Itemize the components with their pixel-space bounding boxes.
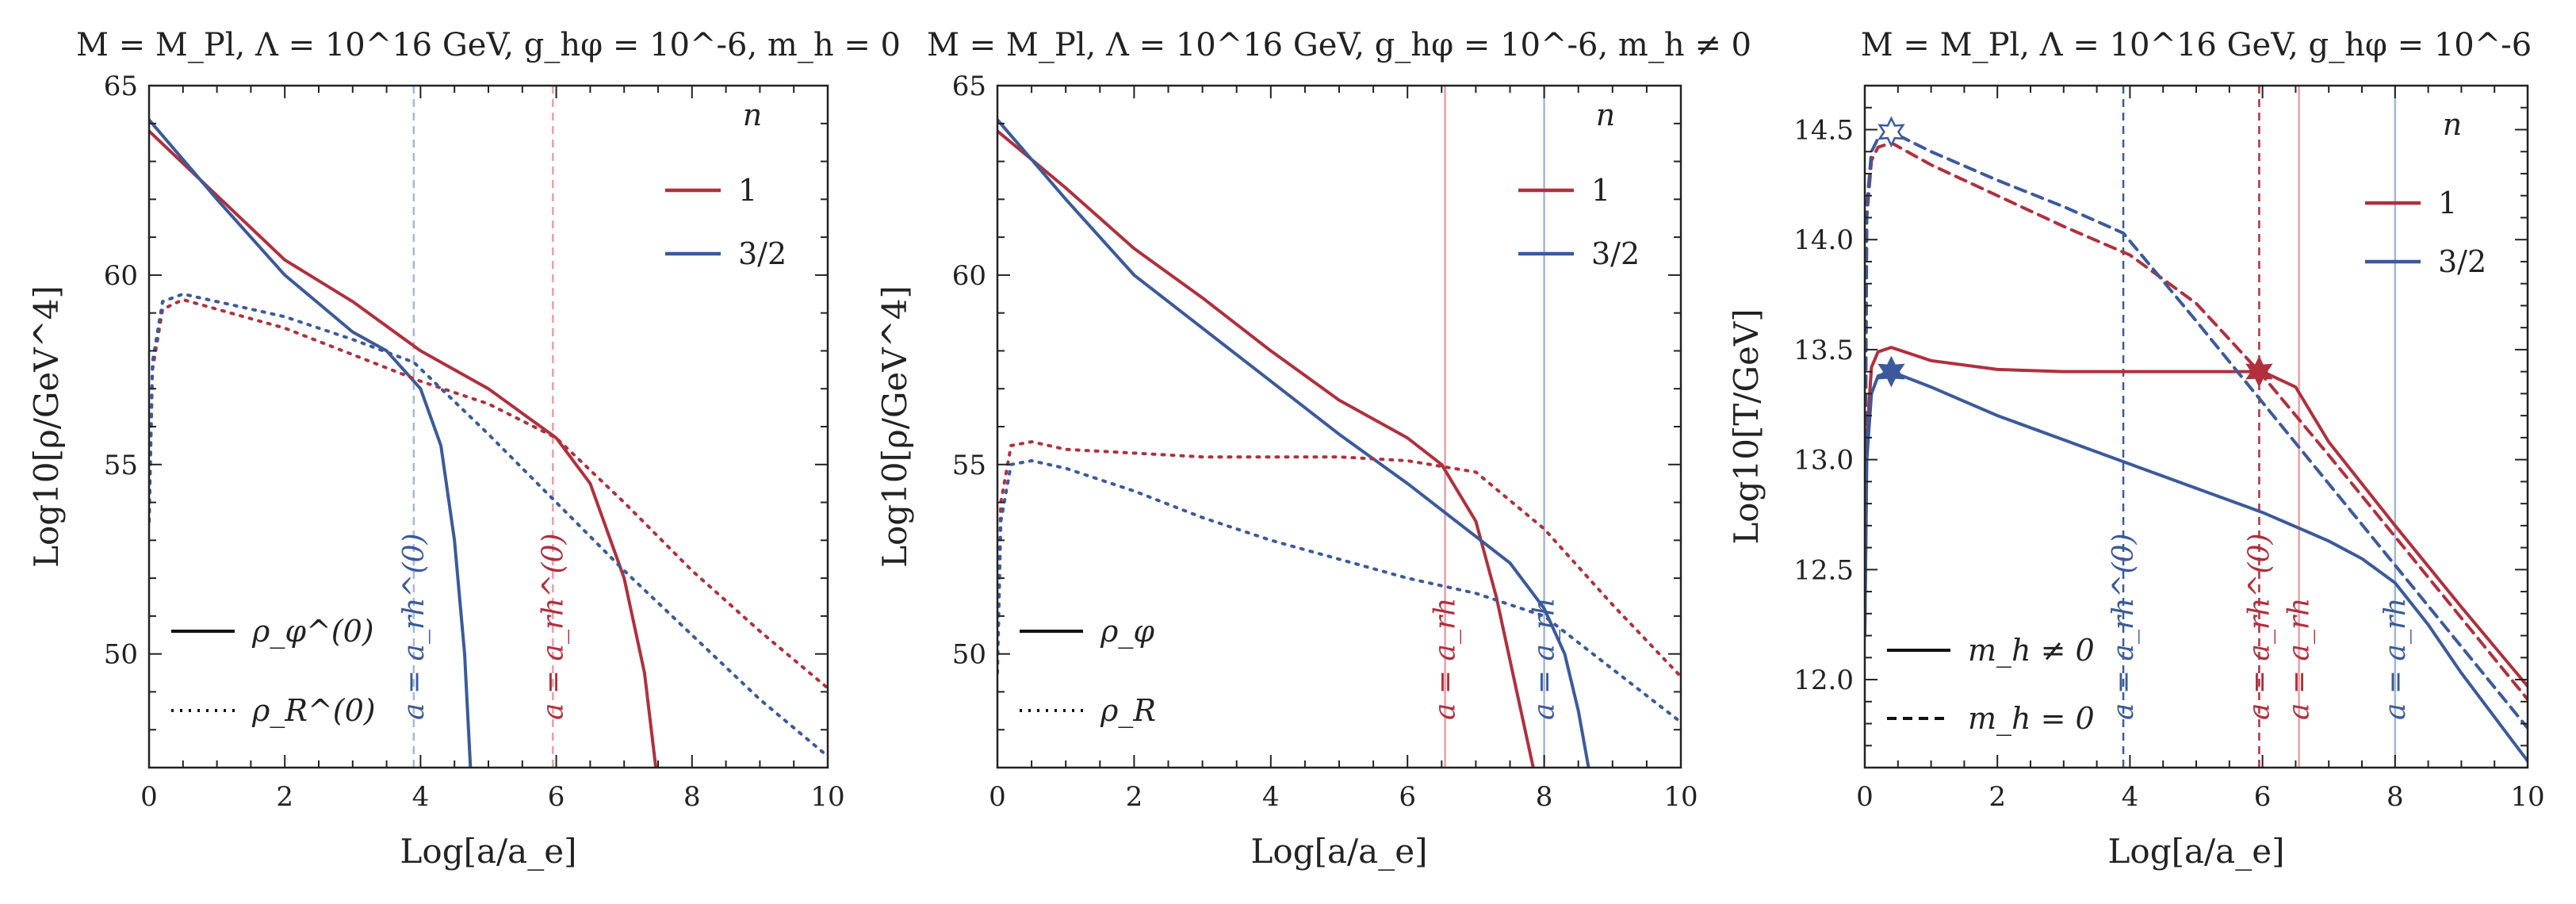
panel-rho-mh-zero: M = M_Pl, Λ = 10^16 GeV, g_hφ = 10^-6, m… (27, 27, 901, 871)
x-tick-label: 8 (2387, 781, 2404, 813)
x-tick-label: 10 (810, 781, 844, 813)
y-tick-label: 60 (104, 260, 138, 292)
series-line (149, 292, 828, 758)
series-line (1865, 141, 2528, 701)
reheating-lines (1444, 86, 1545, 768)
series-line (149, 297, 828, 690)
x-tick-label: 4 (1262, 781, 1280, 813)
panel-title: M = M_Pl, Λ = 10^16 GeV, g_hφ = 10^-6, m… (927, 27, 1751, 63)
reheating-label: a = a_rh^(0) (398, 533, 431, 720)
reheating-lines (412, 86, 554, 768)
series-line (149, 118, 473, 768)
star-marker (1877, 116, 1905, 148)
panel-temperature: M = M_Pl, Λ = 10^16 GeV, g_hφ = 10^-6 a =… (1727, 27, 2545, 871)
axes-frame (996, 84, 1682, 769)
x-tick-label: 10 (1663, 781, 1698, 813)
x-tick-label: 0 (989, 781, 1006, 813)
reheating-label: a = a_rh (2283, 598, 2316, 720)
y-tick-label: 50 (952, 639, 986, 671)
series-line (1865, 130, 2528, 730)
x-tick-label: 6 (1399, 781, 1416, 813)
reheating-label: a = a_rh (1529, 598, 1561, 720)
y-tick-label: 50 (104, 639, 138, 671)
series-line (997, 440, 1681, 679)
star-marker (2245, 355, 2273, 388)
x-tick-label: 2 (1988, 781, 2006, 813)
style-legend-label: ρ_R^(0) (251, 693, 376, 729)
panel-title: M = M_Pl, Λ = 10^16 GeV, g_hφ = 10^-6 (1861, 27, 2532, 63)
y-tick-label: 65 (104, 71, 138, 102)
series-line (1865, 370, 2528, 763)
legend-label: 3/2 (2438, 244, 2486, 279)
axes-frame (147, 84, 829, 769)
x-axis-label: Log[a/a_e] (400, 832, 577, 871)
legend-label: 1 (1591, 173, 1610, 208)
x-tick-label: 6 (548, 781, 565, 813)
x-tick-label: 4 (412, 781, 430, 813)
reheating-label: a = a_rh^(0) (2243, 533, 2276, 720)
x-axis-label: Log[a/a_e] (2108, 832, 2285, 871)
axes-frame (1863, 84, 2529, 769)
y-tick-label: 55 (104, 450, 138, 481)
style-legend-label: ρ_φ (1100, 614, 1154, 649)
style-legend-label: ρ_R (1100, 693, 1156, 729)
legend-label: 3/2 (738, 236, 787, 271)
y-tick-label: 55 (952, 450, 986, 481)
y-tick-label: 13.5 (1793, 335, 1854, 366)
x-tick-label: 8 (1536, 781, 1553, 813)
legend-title: n (2443, 107, 2462, 142)
series-group (1865, 130, 2528, 763)
style-legend-label: ρ_φ^(0) (251, 614, 374, 649)
legend-label: 1 (2438, 186, 2457, 220)
y-tick-label: 65 (952, 71, 986, 102)
x-tick-label: 4 (2122, 781, 2139, 813)
x-tick-label: 0 (1856, 781, 1874, 813)
x-tick-label: 2 (276, 781, 293, 813)
reheating-lines (2122, 86, 2397, 768)
y-tick-label: 13.0 (1793, 445, 1854, 477)
y-tick-label: 12.0 (1793, 665, 1854, 696)
legend-label: 3/2 (1591, 236, 1640, 271)
x-axis-label: Log[a/a_e] (1251, 832, 1428, 871)
reheating-label: a = a_rh^(0) (2107, 533, 2140, 720)
style-legend-label: m_h = 0 (1968, 701, 2095, 737)
series-line (997, 118, 1590, 768)
series-line (997, 459, 1681, 724)
reheating-label: a = a_rh (2379, 598, 2412, 720)
reheating-label: a = a_rh^(0) (537, 533, 569, 720)
x-tick-label: 8 (683, 781, 701, 813)
y-tick-label: 12.5 (1793, 554, 1854, 586)
legend-title: n (1596, 98, 1615, 132)
panel-rho-mh-nonzero: M = M_Pl, Λ = 10^16 GeV, g_hφ = 10^-6, m… (875, 27, 1751, 871)
x-tick-label: 0 (140, 781, 158, 813)
y-axis-label: Log10[ρ/GeV^4] (875, 285, 914, 568)
legend-title: n (743, 98, 762, 132)
series-line (149, 129, 658, 768)
series-line (1865, 346, 2528, 688)
series-group (997, 118, 1681, 768)
y-axis-label: Log10[ρ/GeV^4] (27, 285, 66, 568)
y-axis-label: Log10[T/GeV] (1727, 308, 1766, 544)
y-tick-label: 14.0 (1793, 224, 1854, 256)
series-line (997, 129, 1535, 768)
x-tick-label: 6 (2254, 781, 2272, 813)
star-marker (1877, 355, 1905, 388)
y-tick-label: 14.5 (1793, 114, 1854, 146)
x-tick-label: 10 (2510, 781, 2544, 813)
x-tick-label: 2 (1126, 781, 1143, 813)
legend-label: 1 (738, 173, 757, 208)
y-tick-label: 60 (952, 260, 986, 292)
panel-title: M = M_Pl, Λ = 10^16 GeV, g_hφ = 10^-6, m… (76, 27, 901, 63)
style-legend-label: m_h ≠ 0 (1968, 633, 2095, 668)
reheating-label: a = a_rh (1430, 598, 1462, 720)
series-group (149, 118, 828, 768)
